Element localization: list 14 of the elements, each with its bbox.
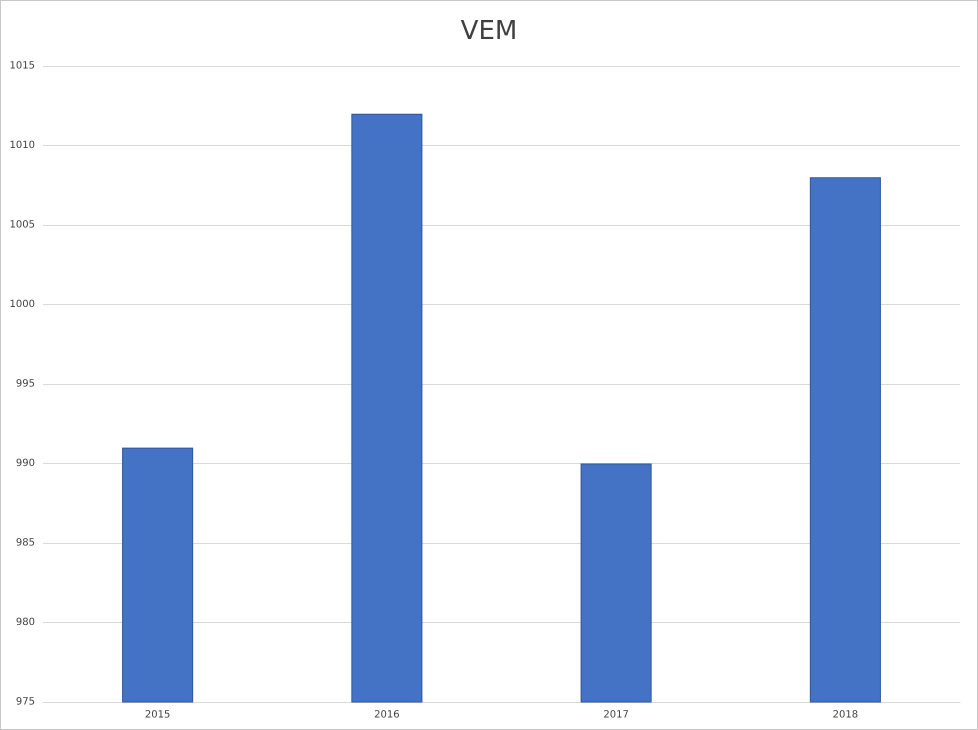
x-tick-label: 2015 [144,710,170,720]
y-tick-label: 975 [16,696,35,708]
chart-title: VEM [460,16,518,46]
y-tick-label: 990 [16,458,35,469]
y-tick-label: 1010 [10,140,35,151]
x-tick-label: 2016 [374,710,400,720]
y-tick-label: 995 [16,378,35,390]
y-tick-label: 1000 [10,299,35,310]
x-tick-label: 2018 [832,710,858,720]
y-tick-label: 1005 [10,220,35,230]
y-tick-label: 980 [16,617,35,628]
y-tick-label: 1015 [10,60,35,72]
y-tick-label: 985 [16,538,35,548]
x-tick-label: 2017 [603,710,629,720]
